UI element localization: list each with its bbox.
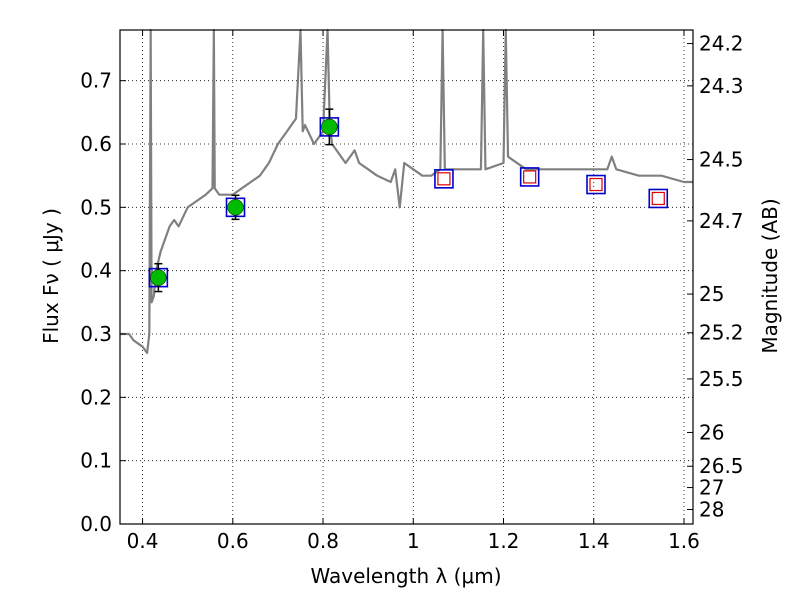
mag-tick-label: 27 <box>699 476 724 500</box>
y-tick-label: 0.6 <box>80 132 112 156</box>
mag-tick-label: 24.3 <box>699 74 744 98</box>
y-tick-label: 0.5 <box>80 195 112 219</box>
x-tick-label: 0.6 <box>217 529 249 553</box>
upper-limit-square <box>589 177 603 192</box>
mag-tick-label: 24.7 <box>699 209 744 233</box>
mag-tick-label: 28 <box>699 497 724 521</box>
upper-limit-square <box>523 170 537 184</box>
observed-point <box>150 269 167 286</box>
observed-point <box>321 118 338 136</box>
y-tick-label: 0.0 <box>80 512 112 536</box>
mag-tick-label: 25 <box>699 282 724 306</box>
model-band-square <box>648 188 669 209</box>
x-tick-label: 1.6 <box>668 529 700 553</box>
axes: 0.4 0.6 0.8 1 1.2 1.4 1.6 0.0 0.1 0.2 0.3 0.4 0.5 0.6… <box>80 29 744 553</box>
mag-tick-label: 26 <box>699 420 724 444</box>
y-tick-label: 0.2 <box>80 385 112 409</box>
x-tick-label: 1 <box>407 529 420 553</box>
x-tick-label: 1.2 <box>488 529 520 553</box>
x-tick-label: 0.8 <box>307 529 339 553</box>
mag-tick-label: 25.2 <box>699 321 744 345</box>
upper-limit-square <box>437 172 451 186</box>
mag-tick-label: 24.5 <box>699 148 744 172</box>
y-tick-label: 0.1 <box>80 449 112 473</box>
x-tick-label: 1.4 <box>578 529 610 553</box>
y2-axis-title: Magnitude (AB) <box>758 198 782 353</box>
model-band-square <box>586 174 606 195</box>
model-band-square <box>519 167 540 187</box>
plot-frame <box>119 29 694 525</box>
model-spectrum <box>120 28 693 355</box>
x-axis-title: Wavelength λ (μm) <box>310 564 501 588</box>
mag-tick-label: 26.5 <box>699 454 744 478</box>
x-tick-label: 0.4 <box>127 529 159 553</box>
mag-tick-label: 25.5 <box>699 367 744 391</box>
data-markers <box>148 108 669 293</box>
observed-point <box>227 199 244 216</box>
upper-limit-square <box>651 191 665 206</box>
y-tick-label: 0.4 <box>80 259 112 283</box>
model-band-square <box>434 169 454 189</box>
y-tick-label: 0.7 <box>80 69 112 93</box>
grid-lines <box>120 30 693 524</box>
mag-tick-label: 24.2 <box>699 32 744 56</box>
y-tick-label: 0.3 <box>80 322 112 346</box>
y-axis-title: Flux Fν ( μJy ) <box>39 208 63 344</box>
spectrum-line <box>120 28 693 355</box>
